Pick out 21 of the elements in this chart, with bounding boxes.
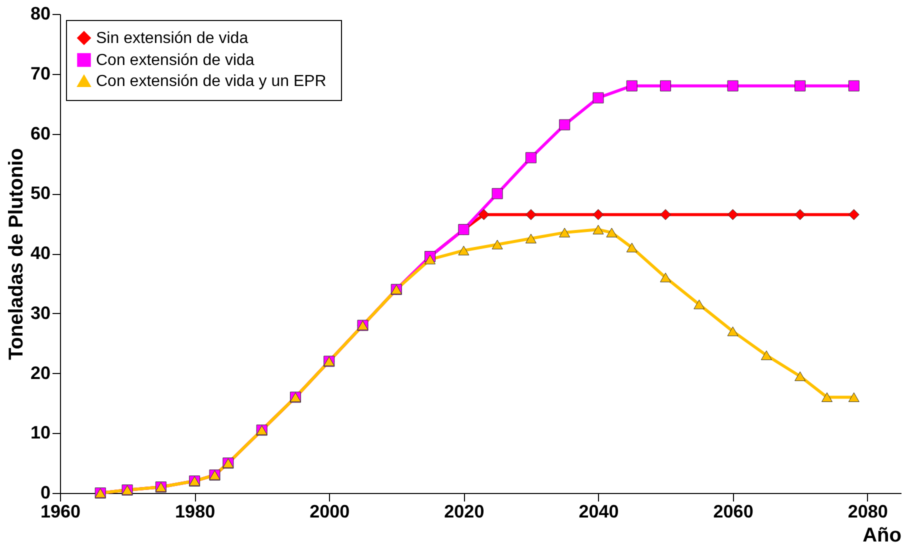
x-tick-label: 2000 [310, 502, 350, 522]
y-axis-title: Toneladas de Plutonio [5, 148, 28, 360]
y-tick-label: 0 [40, 482, 50, 502]
legend-label: Con extensión de vida [96, 52, 254, 69]
y-tick-label: 60 [30, 123, 50, 144]
y-tick-label: 30 [30, 302, 50, 323]
x-tick-label: 2060 [713, 502, 754, 522]
y-tick-label: 10 [30, 422, 50, 443]
x-tick-label: 1960 [40, 502, 81, 522]
legend-label: Sin extensión de vida [96, 30, 248, 47]
y-tick-label: 40 [30, 243, 50, 263]
x-tick-label: 2040 [578, 502, 619, 522]
x-axis-title: Año [862, 524, 902, 546]
x-tick-label: 2020 [444, 502, 484, 522]
y-tick-label: 80 [30, 4, 50, 24]
x-tick-label: 1980 [175, 502, 216, 522]
legend-label: Con extensión de vida y un EPR [96, 73, 326, 90]
y-tick-label: 50 [30, 183, 50, 204]
x-tick-label: 2080 [848, 502, 888, 522]
y-tick-label: 20 [30, 362, 50, 383]
y-tick-label: 70 [30, 63, 50, 84]
